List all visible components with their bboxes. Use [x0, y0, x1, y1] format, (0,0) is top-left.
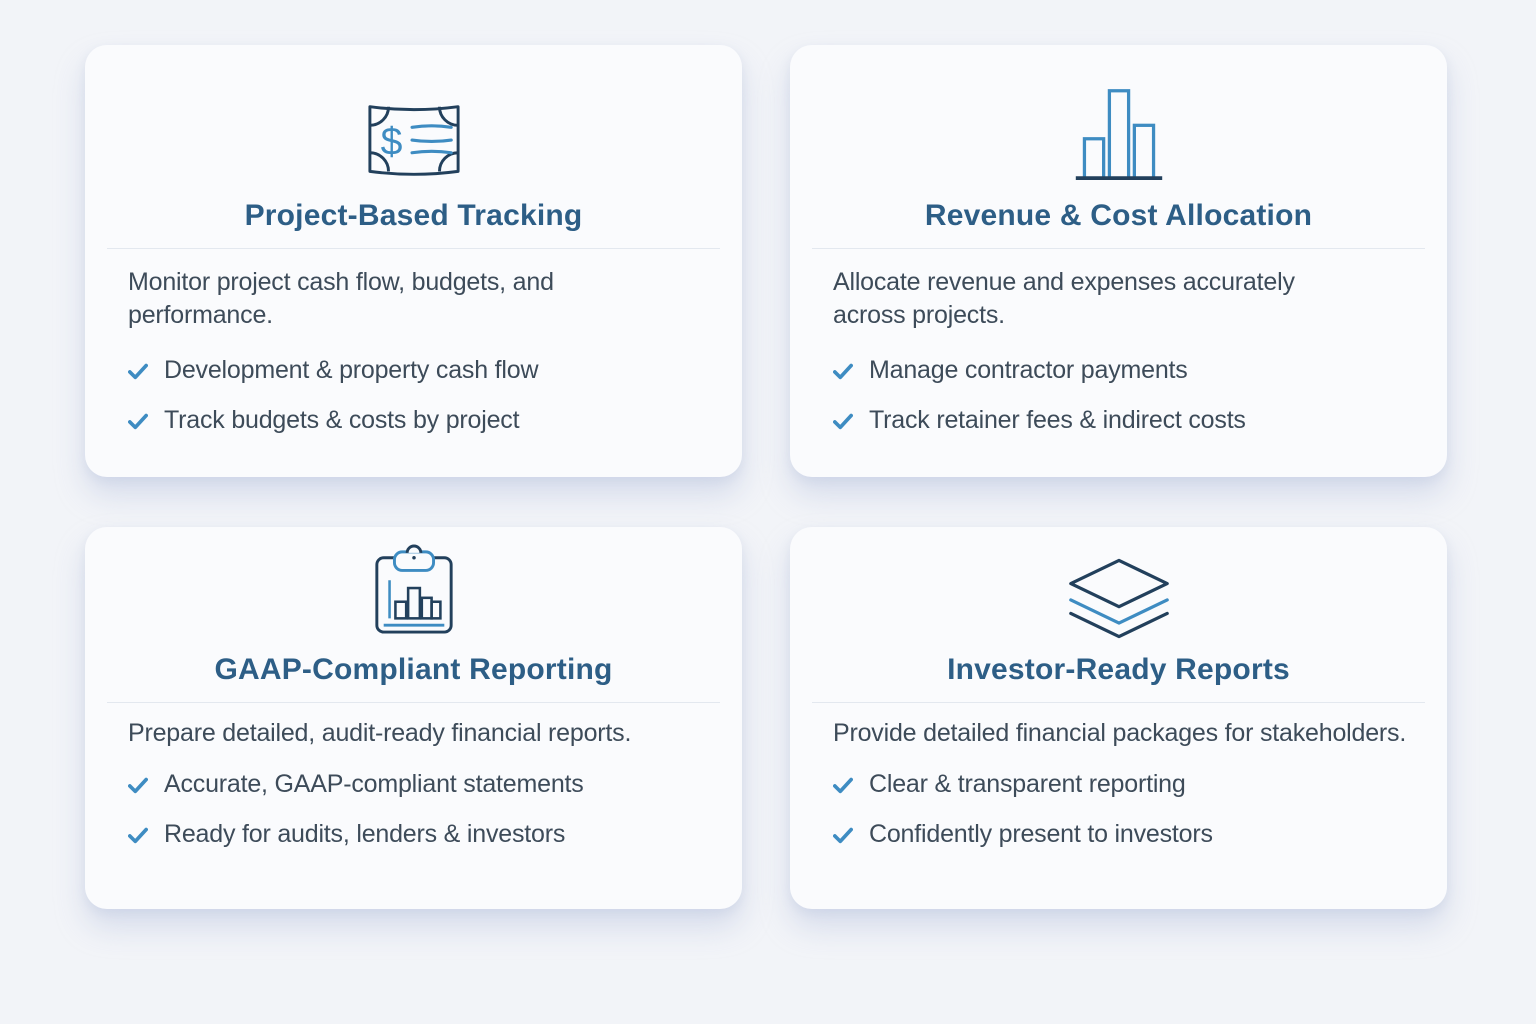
card-title: GAAP-Compliant Reporting: [214, 653, 613, 686]
card-description: Provide detailed financial packages for …: [833, 719, 1407, 747]
checklist-item-label: Clear & transparent reporting: [869, 770, 1186, 798]
check-icon: [833, 827, 853, 843]
bar-chart-icon: [1071, 89, 1167, 181]
check-icon: [128, 413, 148, 429]
check-icon: [128, 363, 148, 379]
checklist-item-label: Development & property cash flow: [164, 356, 539, 384]
checklist-item-label: Track budgets & costs by project: [164, 406, 520, 434]
svg-text:$: $: [380, 121, 402, 164]
feature-grid: $ Project-Based Tracking Monitor project…: [85, 45, 1447, 909]
card-title: Project-Based Tracking: [244, 199, 583, 232]
checklist-item: Development & property cash flow: [128, 356, 724, 385]
check-icon: [833, 413, 853, 429]
title-divider: [107, 248, 720, 249]
feature-card-revenue-allocation: Revenue & Cost Allocation Allocate reven…: [790, 45, 1447, 477]
title-divider: [812, 248, 1425, 249]
checklist-item: Confidently present to investors: [833, 820, 1429, 849]
money-note-icon: $: [365, 89, 463, 181]
checklist: Clear & transparent reporting Confidentl…: [790, 770, 1447, 849]
card-description: Monitor project cash flow, budgets, and …: [128, 268, 554, 329]
checklist-item-label: Manage contractor payments: [869, 356, 1188, 384]
checklist: Accurate, GAAP-compliant statements Read…: [85, 770, 742, 849]
checklist-item-label: Ready for audits, lenders & investors: [164, 820, 566, 848]
checklist-item: Track retainer fees & indirect costs: [833, 406, 1429, 435]
checklist-item: Ready for audits, lenders & investors: [128, 820, 724, 849]
feature-card-investor-reports: Investor-Ready Reports Provide detailed …: [790, 527, 1447, 909]
clipboard-report-icon: [370, 543, 458, 639]
checklist: Development & property cash flow Track b…: [85, 356, 742, 435]
checklist-item: Clear & transparent reporting: [833, 770, 1429, 799]
checklist-item-label: Accurate, GAAP-compliant statements: [164, 770, 584, 798]
checklist-item: Manage contractor payments: [833, 356, 1429, 385]
feature-card-gaap-reporting: GAAP-Compliant Reporting Prepare detaile…: [85, 527, 742, 909]
checklist-item-label: Confidently present to investors: [869, 820, 1213, 848]
feature-card-project-tracking: $ Project-Based Tracking Monitor project…: [85, 45, 742, 477]
check-icon: [833, 777, 853, 793]
card-title: Investor-Ready Reports: [947, 653, 1290, 686]
check-icon: [128, 827, 148, 843]
checklist-item-label: Track retainer fees & indirect costs: [869, 406, 1246, 434]
title-divider: [812, 702, 1425, 703]
card-title: Revenue & Cost Allocation: [924, 199, 1313, 232]
title-divider: [107, 702, 720, 703]
card-description: Allocate revenue and expenses accurately…: [833, 268, 1295, 329]
layers-icon: [1066, 543, 1172, 639]
card-description: Prepare detailed, audit-ready financial …: [128, 719, 632, 747]
check-icon: [833, 363, 853, 379]
check-icon: [128, 777, 148, 793]
checklist-item: Track budgets & costs by project: [128, 406, 724, 435]
checklist-item: Accurate, GAAP-compliant statements: [128, 770, 724, 799]
checklist: Manage contractor payments Track retaine…: [790, 356, 1447, 435]
